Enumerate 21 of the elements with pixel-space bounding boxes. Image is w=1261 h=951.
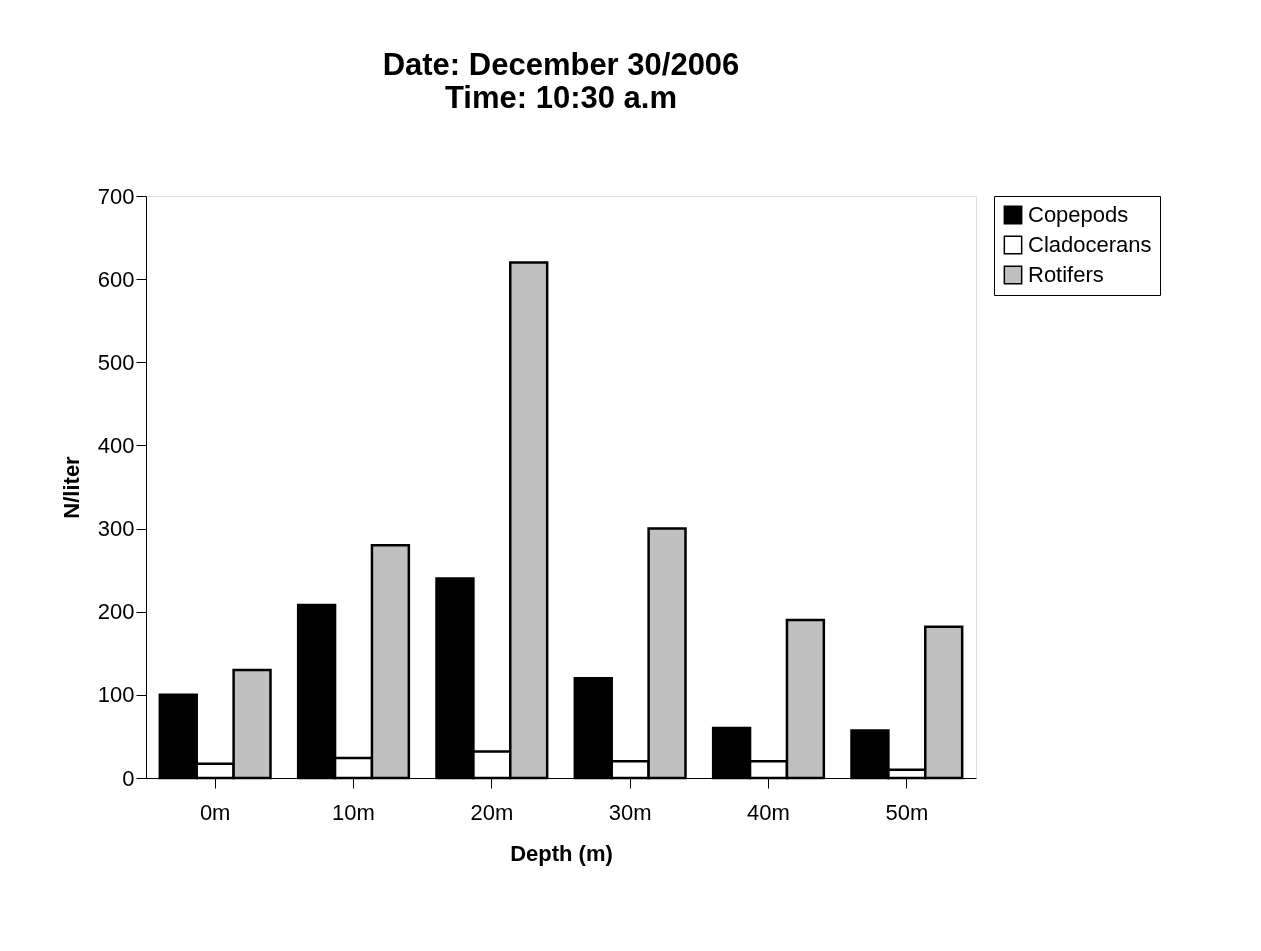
y-tick-label: 0 (122, 765, 135, 791)
legend-label: Rotifers (1028, 262, 1104, 287)
y-tick-label: 600 (97, 266, 135, 292)
y-axis-title: N/liter (58, 455, 84, 519)
legend-label: Copepods (1028, 202, 1129, 227)
x-axis-title: Depth (m) (510, 840, 613, 866)
text: Time: 10:30 a.m (444, 80, 678, 115)
x-tick-label: 30m (608, 799, 652, 825)
x-tick-label: 0m (199, 799, 231, 825)
x-tick-label: 40m (747, 799, 790, 825)
y-tick-label: 700 (97, 183, 135, 209)
y-tick-label: 500 (97, 349, 135, 375)
x-tick-label: 10m (332, 799, 375, 825)
y-tick-label: 400 (97, 432, 135, 458)
y-tick-label: 200 (97, 599, 135, 625)
y-tick-label: 100 (97, 682, 135, 708)
x-tick-label: 50m (885, 799, 929, 825)
legend-label: Cladocerans (1028, 232, 1152, 257)
x-tick-label: 20m (470, 799, 514, 825)
text: Date: December 30/2006 (382, 47, 740, 82)
y-tick-label: 300 (97, 516, 135, 542)
